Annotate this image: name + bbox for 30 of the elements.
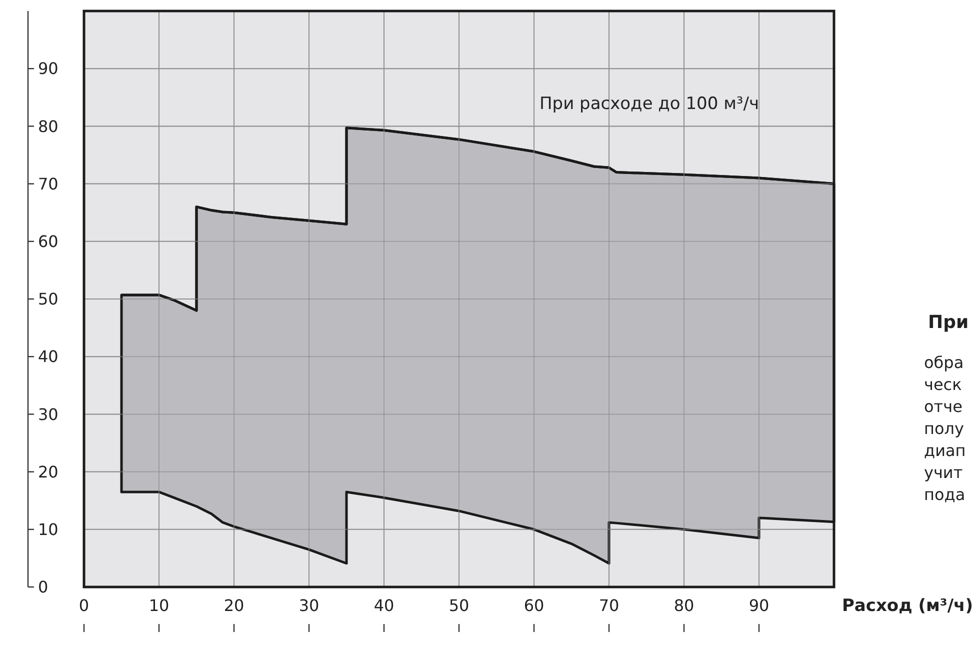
- x-tick-label: 90: [748, 596, 770, 615]
- y-tick-label: 40: [38, 347, 58, 366]
- y-tick-label: 80: [38, 116, 58, 136]
- x-tick-label: 70: [598, 596, 620, 615]
- x-tick-label: 10: [148, 596, 170, 615]
- y-tick-label: 0: [38, 578, 48, 597]
- text: полу: [924, 419, 964, 438]
- y-tick-label: 20: [38, 462, 58, 482]
- text: ческ: [924, 375, 962, 394]
- y-tick-label: 30: [38, 404, 58, 424]
- text: обра: [924, 353, 964, 372]
- x-tick-label: 60: [524, 596, 544, 615]
- text: пода: [924, 485, 966, 504]
- x-axis-title: Расход (м³/ч): [842, 596, 973, 616]
- y-tick-label: 60: [38, 232, 58, 251]
- text: отче: [924, 397, 962, 416]
- annotation: При расходе до 100 м³/ч: [540, 94, 759, 114]
- x-tick-label: 0: [78, 596, 90, 615]
- text: При: [928, 312, 969, 333]
- y-tick-label: 10: [38, 520, 58, 539]
- x-tick-label: 40: [374, 596, 394, 615]
- text: учит: [924, 463, 963, 482]
- text: диап: [924, 441, 966, 460]
- y-tick-label: 50: [38, 290, 58, 309]
- x-tick-label: 80: [674, 596, 694, 615]
- y-tick-label: 90: [38, 59, 58, 78]
- y-tick-label: 70: [38, 174, 58, 194]
- x-tick-label: 50: [448, 596, 470, 615]
- x-tick-label: 30: [298, 596, 320, 615]
- x-tick-label: 20: [224, 596, 244, 615]
